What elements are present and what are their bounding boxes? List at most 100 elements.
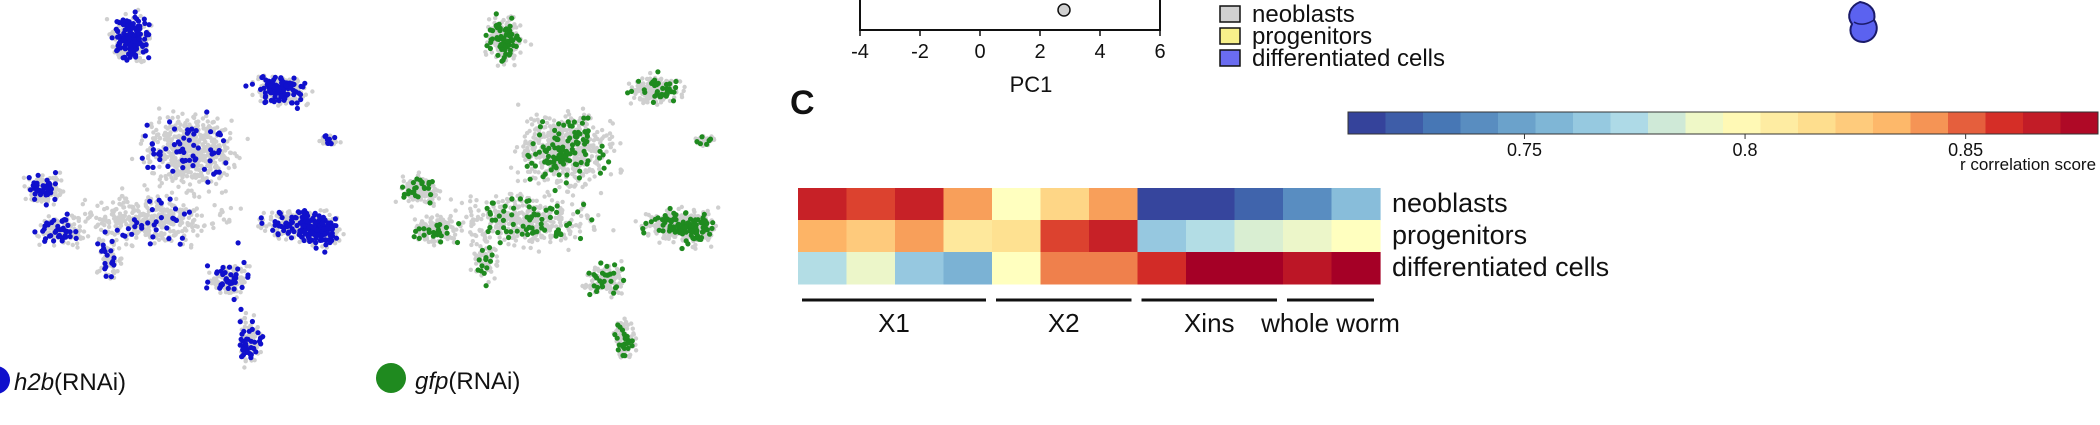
- umap-highlight-point: [282, 96, 288, 102]
- umap-background-point: [196, 173, 202, 179]
- umap-background-point: [475, 214, 481, 220]
- umap-background-point: [657, 240, 662, 245]
- umap-highlight-point: [170, 168, 176, 174]
- umap-background-point: [511, 56, 516, 61]
- umap-highlight-point: [167, 119, 173, 125]
- umap-background-point: [119, 217, 125, 223]
- umap-highlight-point: [529, 160, 535, 166]
- umap-background-point: [190, 224, 195, 230]
- umap-background-point: [228, 290, 234, 295]
- umap-background-point: [160, 207, 165, 213]
- umap-background-point: [111, 216, 117, 221]
- umap-highlight-point: [241, 259, 247, 266]
- umap-background-point: [664, 78, 669, 84]
- umap-background-point: [474, 242, 479, 247]
- umap-background-point: [161, 220, 166, 225]
- umap-highlight-point: [182, 157, 189, 164]
- umap-highlight-point: [554, 209, 560, 215]
- umap-background-point: [512, 243, 517, 248]
- umap-background-point: [40, 173, 45, 178]
- umap-highlight-point: [34, 180, 40, 186]
- umap-highlight-point: [305, 218, 311, 224]
- umap-highlight-point: [204, 285, 210, 291]
- umap-highlight-point: [486, 245, 493, 251]
- umap-highlight-point: [181, 135, 187, 141]
- umap-highlight-point: [167, 196, 173, 202]
- umap-highlight-point: [127, 42, 133, 48]
- umap-highlight-point: [547, 205, 553, 211]
- umap-background-point: [492, 276, 497, 281]
- umap-highlight-point: [285, 230, 291, 236]
- umap-background-point: [201, 123, 206, 128]
- umap-background-point: [295, 79, 301, 84]
- umap-background-point: [655, 102, 660, 107]
- umap-background-point: [243, 310, 249, 316]
- umap-background-point: [189, 188, 194, 193]
- umap-highlight-point: [533, 151, 539, 157]
- umap-background-point: [469, 213, 474, 218]
- umap-background-point: [179, 178, 184, 183]
- umap-h2b-points: [21, 7, 346, 370]
- umap-highlight-point: [226, 264, 233, 270]
- umap-background-point: [546, 138, 551, 143]
- umap-background-point: [117, 258, 122, 264]
- umap-background-point: [169, 190, 175, 195]
- umap-background-point: [671, 240, 676, 245]
- umap-background-point: [156, 237, 162, 242]
- umap-highlight-point: [238, 336, 244, 342]
- umap-highlight-point: [141, 16, 147, 22]
- umap-highlight-point: [296, 90, 302, 96]
- umap-background-point: [532, 131, 538, 137]
- umap-background-point: [227, 136, 233, 141]
- umap-highlight-point: [599, 143, 605, 149]
- umap-highlight-point: [581, 148, 587, 154]
- umap-background-point: [703, 235, 708, 240]
- umap-background-point: [600, 136, 605, 141]
- umap-background-point: [716, 205, 721, 210]
- umap-highlight-point: [569, 146, 575, 152]
- umap-highlight-point: [145, 220, 151, 226]
- umap-background-point: [494, 254, 499, 259]
- umap-background-point: [195, 150, 201, 155]
- umap-background-point: [709, 244, 714, 249]
- umap-highlight-point: [545, 153, 552, 159]
- umap-highlight-point: [225, 285, 231, 291]
- umap-highlight-point: [276, 209, 282, 215]
- umap-highlight-point: [51, 217, 57, 223]
- umap-background-point: [531, 135, 536, 140]
- umap-highlight-point: [503, 228, 509, 235]
- umap-background-point: [594, 145, 599, 151]
- umap-highlight-point: [120, 37, 127, 44]
- umap-highlight-point: [310, 215, 316, 221]
- umap-background-point: [536, 170, 541, 175]
- umap-background-point: [416, 170, 422, 175]
- umap-background-point: [572, 169, 578, 174]
- umap-background-point: [194, 167, 199, 172]
- umap-background-point: [99, 200, 104, 205]
- umap-background-point: [560, 199, 565, 205]
- umap-highlight-point: [146, 22, 152, 28]
- umap-background-point: [258, 349, 263, 355]
- umap-highlight-point: [332, 216, 338, 222]
- umap-highlight-point: [171, 126, 178, 132]
- umap-highlight-point: [114, 19, 120, 25]
- umap-highlight-point: [109, 260, 115, 266]
- umap-background-point: [155, 203, 160, 208]
- umap-background-point: [521, 245, 526, 250]
- umap-background-point: [604, 149, 609, 154]
- umap-background-point: [268, 217, 274, 222]
- umap-highlight-point: [525, 231, 531, 238]
- umap-highlight-point: [150, 234, 156, 240]
- umap-background-point: [551, 118, 557, 123]
- umap-highlight-point: [67, 233, 73, 240]
- umap-highlight-point: [139, 155, 145, 161]
- umap-background-point: [124, 222, 129, 227]
- umap-highlight-point: [526, 204, 532, 210]
- umap-background-point: [111, 212, 116, 218]
- umap-background-point: [169, 137, 175, 142]
- umap-highlight-point: [278, 75, 284, 81]
- umap-highlight-point: [205, 279, 211, 285]
- umap-background-point: [628, 101, 634, 106]
- umap-background-point: [525, 208, 531, 214]
- umap-highlight-point: [133, 54, 139, 60]
